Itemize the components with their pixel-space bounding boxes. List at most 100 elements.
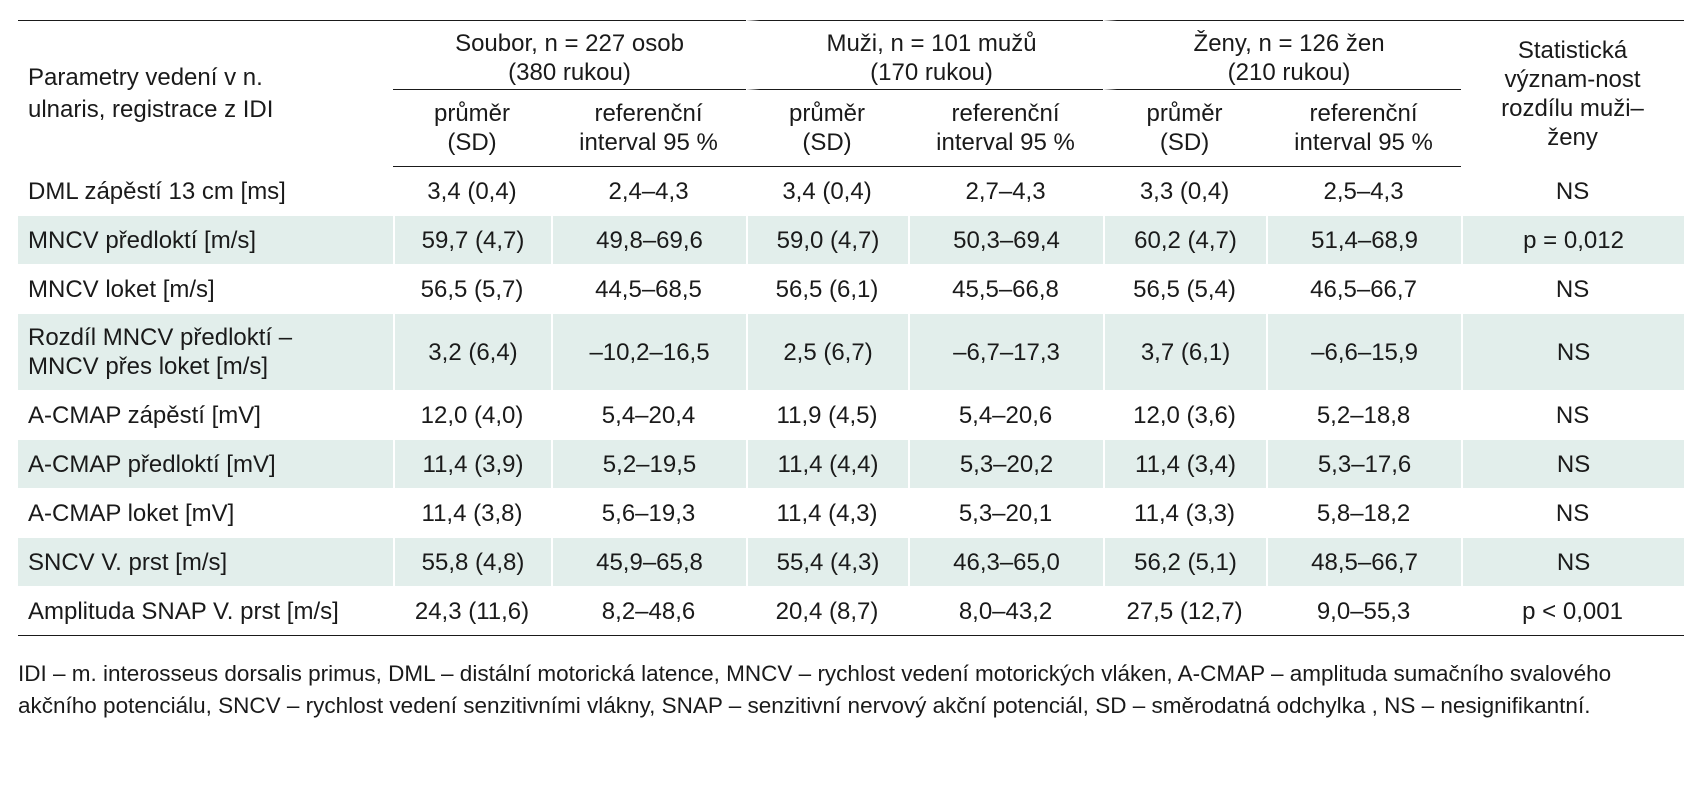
cell-value: 12,0 (3,6) xyxy=(1103,391,1267,439)
cell-value: 12,0 (4,0) xyxy=(393,391,551,439)
sub-header-mean: průměr (SD) xyxy=(393,90,551,167)
group-header-women: Ženy, n = 126 žen (210 rukou) xyxy=(1103,20,1462,90)
cell-value: –6,6–15,9 xyxy=(1266,313,1462,391)
table-row: DML zápěstí 13 cm [ms] 3,4 (0,4) 2,4–4,3… xyxy=(18,167,1685,215)
cell-value: 46,5–66,7 xyxy=(1266,265,1462,313)
cell-value: 5,4–20,4 xyxy=(551,391,747,439)
group-header-men: Muži, n = 101 mužů (170 rukou) xyxy=(746,20,1104,90)
cell-value: –10,2–16,5 xyxy=(551,313,747,391)
cell-value: 27,5 (12,7) xyxy=(1103,587,1267,636)
cell-value: 45,9–65,8 xyxy=(551,537,747,587)
cell-significance: NS xyxy=(1461,489,1685,537)
cell-value: –6,7–17,3 xyxy=(908,313,1104,391)
cell-value: 11,9 (4,5) xyxy=(746,391,909,439)
cell-value: 8,0–43,2 xyxy=(908,587,1104,636)
cell-value: 51,4–68,9 xyxy=(1266,215,1462,265)
table-row: MNCV předloktí [m/s] 59,7 (4,7) 49,8–69,… xyxy=(18,215,1685,265)
cell-value: 8,2–48,6 xyxy=(551,587,747,636)
cell-value: 5,8–18,2 xyxy=(1266,489,1462,537)
cell-value: 55,8 (4,8) xyxy=(393,537,551,587)
param-column-header-text: Parametry vedení v n. ulnaris, registrac… xyxy=(28,64,274,123)
row-param: DML zápěstí 13 cm [ms] xyxy=(18,167,393,215)
cell-value: 2,5 (6,7) xyxy=(746,313,909,391)
sub-header-ref: referenční interval 95 % xyxy=(551,90,747,167)
param-column-header: Parametry vedení v n. ulnaris, registrac… xyxy=(18,20,393,167)
row-param: A-CMAP předloktí [mV] xyxy=(18,439,393,489)
row-param: MNCV předloktí [m/s] xyxy=(18,215,393,265)
sub-header-mean: průměr (SD) xyxy=(1103,90,1267,167)
cell-value: 5,3–20,1 xyxy=(908,489,1104,537)
table-row: Rozdíl MNCV předloktí – MNCV přes loket … xyxy=(18,313,1685,391)
cell-value: 3,4 (0,4) xyxy=(746,167,909,215)
cell-significance: NS xyxy=(1461,265,1685,313)
row-param: Amplituda SNAP V. prst [m/s] xyxy=(18,587,393,636)
row-param: MNCV loket [m/s] xyxy=(18,265,393,313)
cell-value: 5,3–20,2 xyxy=(908,439,1104,489)
sub-header-mean: průměr (SD) xyxy=(746,90,909,167)
sub-header-ref: referenční interval 95 % xyxy=(908,90,1104,167)
cell-value: 56,5 (5,7) xyxy=(393,265,551,313)
cell-value: 5,2–19,5 xyxy=(551,439,747,489)
table-row: A-CMAP loket [mV] 11,4 (3,8) 5,6–19,3 11… xyxy=(18,489,1685,537)
group-header-all: Soubor, n = 227 osob (380 rukou) xyxy=(393,20,747,90)
cell-value: 56,5 (6,1) xyxy=(746,265,909,313)
table-row: SNCV V. prst [m/s] 55,8 (4,8) 45,9–65,8 … xyxy=(18,537,1685,587)
table-row: Amplituda SNAP V. prst [m/s] 24,3 (11,6)… xyxy=(18,587,1685,636)
cell-significance: p < 0,001 xyxy=(1461,587,1685,636)
row-param: Rozdíl MNCV předloktí – MNCV přes loket … xyxy=(18,313,393,391)
sub-header-ref-text: referenční interval 95 % xyxy=(936,100,1075,156)
cell-value: 11,4 (3,8) xyxy=(393,489,551,537)
cell-value: 5,3–17,6 xyxy=(1266,439,1462,489)
cell-value: 59,7 (4,7) xyxy=(393,215,551,265)
cell-value: 56,5 (5,4) xyxy=(1103,265,1267,313)
row-param: SNCV V. prst [m/s] xyxy=(18,537,393,587)
header-sub-row: průměr (SD) referenční interval 95 % prů… xyxy=(18,90,1684,167)
group-all-line2: (380 rukou) xyxy=(508,59,631,86)
sub-header-mean-text: průměr (SD) xyxy=(789,100,866,156)
row-param: A-CMAP loket [mV] xyxy=(18,489,393,537)
cell-value: 3,7 (6,1) xyxy=(1103,313,1267,391)
cell-value: 50,3–69,4 xyxy=(908,215,1104,265)
group-men-line1: Muži, n = 101 mužů xyxy=(826,30,1037,57)
cell-value: 3,2 (6,4) xyxy=(393,313,551,391)
row-param-text: Rozdíl MNCV předloktí – MNCV přes loket … xyxy=(28,324,293,380)
cell-value: 2,5–4,3 xyxy=(1266,167,1462,215)
cell-significance: NS xyxy=(1461,439,1685,489)
cell-value: 5,4–20,6 xyxy=(908,391,1104,439)
cell-value: 5,6–19,3 xyxy=(551,489,747,537)
table-footnote: IDI – m. interosseus dorsalis primus, DM… xyxy=(18,661,1612,718)
cell-value: 55,4 (4,3) xyxy=(746,537,909,587)
row-param: A-CMAP zápěstí [mV] xyxy=(18,391,393,439)
cell-value: 60,2 (4,7) xyxy=(1103,215,1267,265)
sub-header-mean-text: průměr (SD) xyxy=(433,100,511,156)
cell-value: 11,4 (3,9) xyxy=(393,439,551,489)
cell-value: 44,5–68,5 xyxy=(551,265,747,313)
stat-column-header-text: Statistická význam-nost rozdílu muži–žen… xyxy=(1501,37,1644,151)
cell-value: 2,7–4,3 xyxy=(908,167,1104,215)
cell-value: 5,2–18,8 xyxy=(1266,391,1462,439)
cell-significance: NS xyxy=(1461,537,1685,587)
group-women-line1: Ženy, n = 126 žen xyxy=(1193,30,1385,57)
sub-header-ref: referenční interval 95 % xyxy=(1266,90,1462,167)
cell-value: 3,4 (0,4) xyxy=(393,167,551,215)
cell-value: 11,4 (3,4) xyxy=(1103,439,1267,489)
cell-value: 24,3 (11,6) xyxy=(393,587,551,636)
cell-significance: NS xyxy=(1461,391,1685,439)
stat-column-header: Statistická význam-nost rozdílu muži–žen… xyxy=(1461,20,1685,167)
cell-value: 49,8–69,6 xyxy=(551,215,747,265)
conduction-table: Parametry vedení v n. ulnaris, registrac… xyxy=(18,20,1685,636)
cell-value: 11,4 (4,4) xyxy=(746,439,909,489)
cell-value: 56,2 (5,1) xyxy=(1103,537,1267,587)
table-row: A-CMAP zápěstí [mV] 12,0 (4,0) 5,4–20,4 … xyxy=(18,391,1685,439)
cell-value: 59,0 (4,7) xyxy=(746,215,909,265)
group-men-line2: (170 rukou) xyxy=(870,59,993,86)
cell-value: 46,3–65,0 xyxy=(908,537,1104,587)
cell-significance: NS xyxy=(1461,167,1685,215)
table-figure: Parametry vedení v n. ulnaris, registrac… xyxy=(18,20,1685,722)
sub-header-mean-text: průměr (SD) xyxy=(1146,100,1223,156)
group-women-line2: (210 rukou) xyxy=(1227,59,1351,86)
cell-value: 48,5–66,7 xyxy=(1266,537,1462,587)
cell-significance: p = 0,012 xyxy=(1461,215,1685,265)
cell-value: 11,4 (3,3) xyxy=(1103,489,1267,537)
table-row: A-CMAP předloktí [mV] 11,4 (3,9) 5,2–19,… xyxy=(18,439,1685,489)
